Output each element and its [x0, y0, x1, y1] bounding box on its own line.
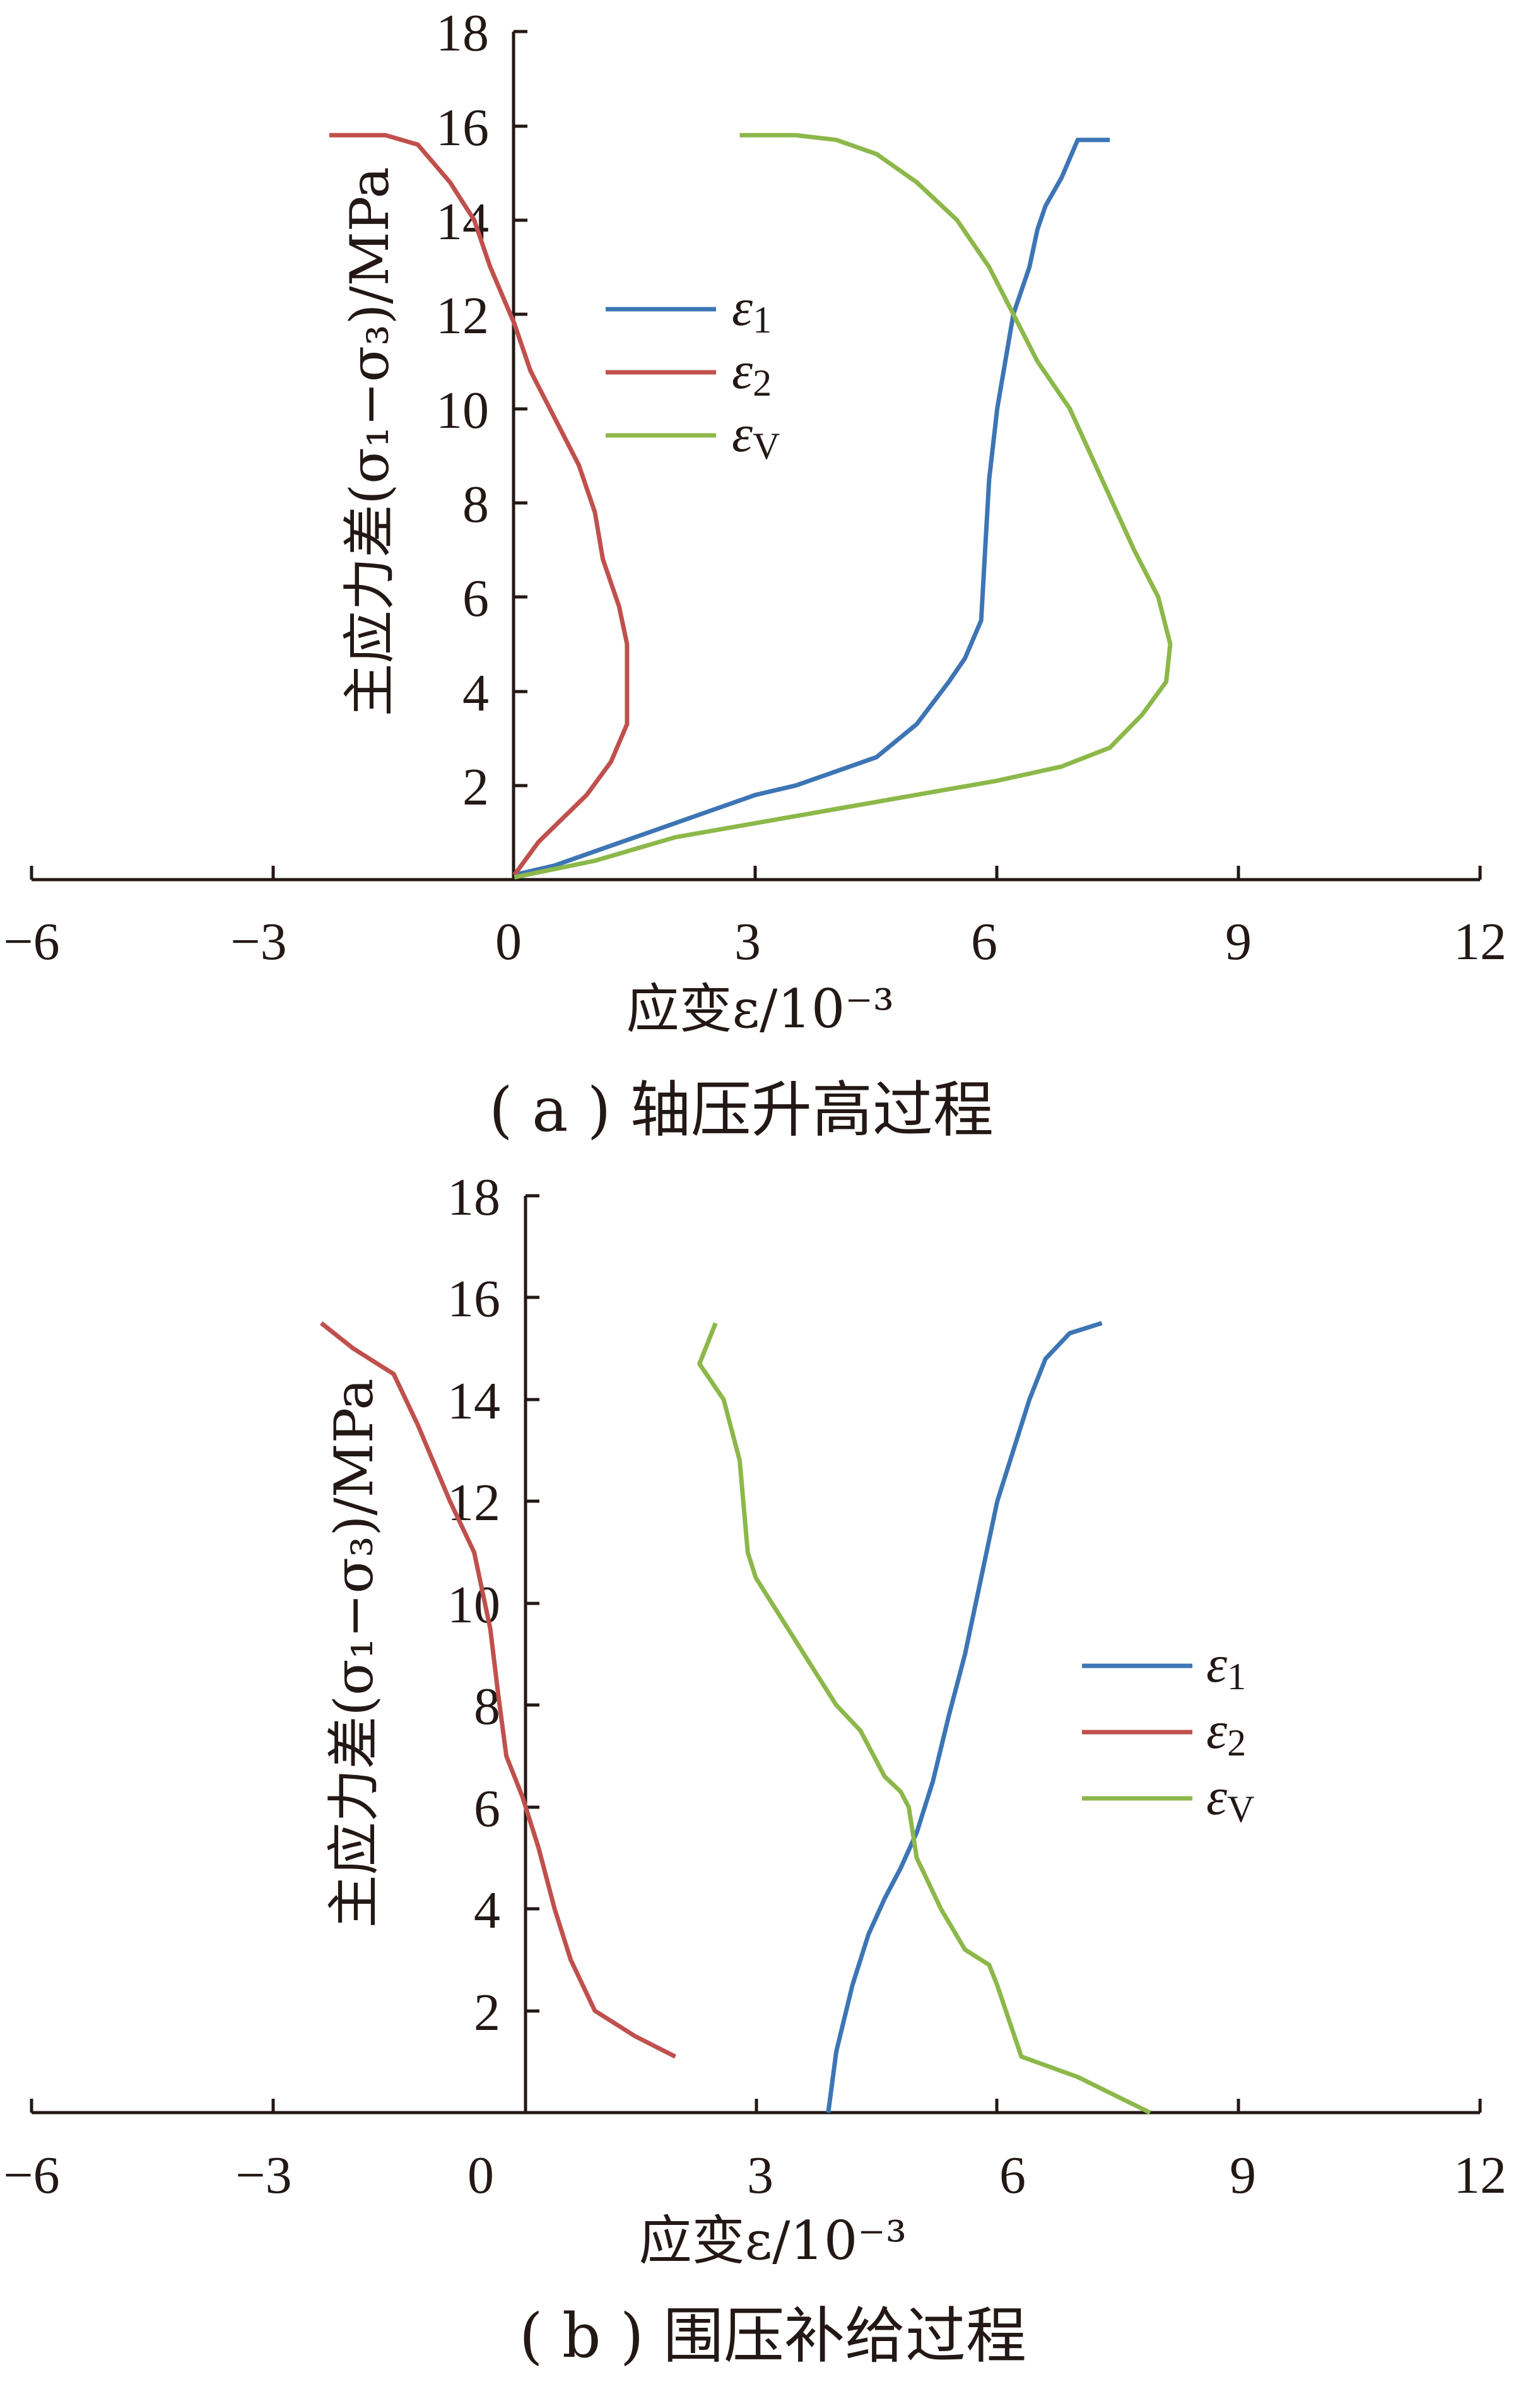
- chart-b-legend-label-eps1: ε1: [1206, 1635, 1246, 1697]
- chart-a: −6 −3 0 3 6 9 12 2 4 6 8 10 12 14 16 18 …: [3, 4, 1507, 1145]
- chart-a-ytick: 2: [462, 758, 489, 817]
- chart-a-xtick: 9: [1225, 912, 1252, 971]
- chart-a-ytick: 16: [436, 98, 489, 157]
- chart-a-legend-label-eps2: ε2: [732, 341, 772, 404]
- chart-a-xtick: 6: [971, 912, 997, 971]
- chart-a-ytick: 18: [436, 4, 489, 62]
- chart-a-legend-label-epsV: εV: [732, 404, 780, 467]
- chart-b-y-axis-label: 主应力差(σ₁−σ₃)/MPa: [323, 1378, 385, 1928]
- chart-a-y-tick-labels: 2 4 6 8 10 12 14 16 18: [436, 4, 489, 817]
- chart-a-xtick: 0: [495, 912, 522, 971]
- chart-b-ytick: 14: [447, 1372, 500, 1430]
- chart-b-ytick: 4: [474, 1881, 500, 1940]
- chart-a-xtick: −3: [230, 912, 286, 971]
- chart-a-xtick: 3: [734, 912, 761, 971]
- chart-a-xtick: −6: [3, 912, 59, 971]
- chart-a-x-axis-label: 应变ε/10⁻³: [626, 978, 895, 1040]
- chart-b-y-tick-marks: [526, 1194, 539, 2013]
- chart-b-legend-label-epsV: εV: [1206, 1767, 1254, 1830]
- chart-b-xtick: 12: [1454, 2146, 1507, 2205]
- chart-b-ytick: 2: [474, 1983, 500, 2042]
- chart-b-xtick: 9: [1230, 2146, 1256, 2205]
- chart-a-series-eps2-line: [329, 133, 630, 876]
- chart-b-ytick: 6: [474, 1779, 500, 1838]
- chart-b-series-eps1-line: [826, 1321, 1103, 2113]
- chart-a-caption: ( a ) 轴压升高过程: [489, 1075, 994, 1145]
- chart-b-xtick: 0: [467, 2146, 494, 2205]
- chart-a-legend-label-eps1: ε1: [732, 278, 772, 341]
- chart-b: −6 −3 0 3 6 9 12 2 4 6 8 10 12 14 16 18 …: [3, 1168, 1507, 2371]
- chart-a-ytick: 6: [462, 569, 489, 628]
- chart-a-series-eps1-line: [514, 138, 1110, 877]
- chart-b-xtick: 6: [999, 2146, 1026, 2205]
- chart-b-series-eps2-line: [320, 1321, 676, 2059]
- chart-a-ytick: 12: [436, 286, 489, 345]
- chart-b-x-axis-label: 应变ε/10⁻³: [639, 2210, 907, 2272]
- chart-b-legend-label-eps2: ε2: [1206, 1701, 1246, 1764]
- chart-b-ytick: 10: [447, 1576, 500, 1634]
- chart-a-xtick: 12: [1454, 912, 1507, 971]
- chart-b-y-tick-labels: 2 4 6 8 10 12 14 16 18: [447, 1168, 500, 2042]
- chart-a-y-tick-marks: [514, 30, 527, 787]
- chart-a-series-epsV-line: [514, 133, 1173, 880]
- chart-b-xtick: −3: [235, 2146, 291, 2205]
- chart-b-ytick: 12: [447, 1473, 500, 1532]
- chart-a-x-tick-labels: −6 −3 0 3 6 9 12: [3, 912, 1507, 971]
- chart-a-ytick: 4: [462, 664, 489, 723]
- chart-b-x-tick-marks: [30, 2099, 1482, 2113]
- chart-b-caption: ( b ) 围压补给过程: [519, 2301, 1026, 2371]
- chart-a-legend: ε1 ε2 εV: [606, 278, 780, 467]
- chart-b-ytick: 18: [447, 1168, 500, 1227]
- chart-a-y-axis-label: 主应力差(σ₁−σ₃)/MPa: [339, 167, 401, 716]
- chart-a-x-tick-marks: [30, 866, 1482, 880]
- chart-a-ytick: 10: [436, 381, 489, 440]
- chart-b-xtick: 3: [747, 2146, 773, 2205]
- chart-b-xtick: −6: [3, 2146, 59, 2205]
- chart-b-series-epsV-line: [697, 1322, 1151, 2115]
- chart-b-x-tick-labels: −6 −3 0 3 6 9 12: [3, 2146, 1507, 2205]
- chart-a-ytick: 8: [462, 475, 489, 534]
- chart-b-ytick: 16: [447, 1270, 500, 1328]
- chart-b-legend: ε1 ε2 εV: [1082, 1635, 1254, 1830]
